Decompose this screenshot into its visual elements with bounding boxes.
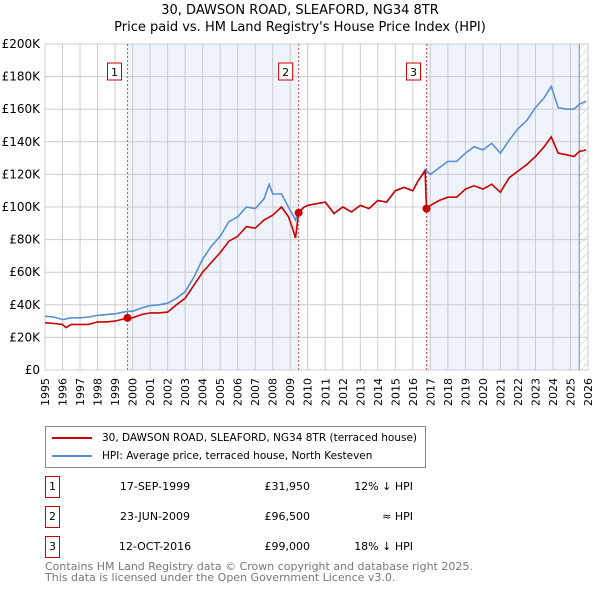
footer-copyright: Contains HM Land Registry data © Crown c… — [45, 560, 473, 573]
table-row: 3 12-OCT-2016 £99,000 18% ↓ HPI — [45, 536, 445, 558]
legend-label: 30, DAWSON ROAD, SLEAFORD, NG34 8TR (ter… — [102, 432, 418, 444]
y-tick-label: £80K — [9, 233, 41, 247]
x-tick-label: 2008 — [267, 378, 280, 406]
x-tick-label: 2014 — [372, 378, 385, 406]
sale-label: 3 — [410, 66, 417, 79]
sale-hpi-diff: 18% ↓ HPI — [354, 540, 413, 553]
x-tick-label: 2024 — [547, 378, 560, 406]
x-tick-label: 2015 — [389, 378, 402, 406]
sale-label-box — [278, 62, 294, 81]
sale-number-badge: 1 — [45, 476, 60, 498]
x-tick-label: 2025 — [564, 378, 577, 406]
x-tick-label: 1996 — [57, 378, 70, 406]
x-tick-label: 2019 — [459, 378, 472, 406]
x-tick-label: 2004 — [197, 378, 210, 406]
sale-point — [123, 313, 132, 322]
sale-date: 23-JUN-2009 — [119, 510, 191, 523]
sale-label: 1 — [111, 66, 118, 79]
y-tick-label: £60K — [9, 265, 41, 279]
legend: 30, DAWSON ROAD, SLEAFORD, NG34 8TR (ter… — [45, 426, 426, 468]
y-tick-label: £20K — [9, 330, 41, 344]
x-tick-label: 2006 — [232, 378, 245, 406]
x-tick-label: 1999 — [109, 378, 122, 406]
x-tick-label: 2009 — [284, 378, 297, 406]
legend-swatch-blue — [52, 455, 92, 457]
sale-number-badge: 2 — [45, 506, 60, 528]
x-tick-label: 2002 — [162, 378, 175, 406]
sale-number-badge: 3 — [45, 536, 60, 558]
sale-hpi-diff: ≈ HPI — [382, 510, 413, 523]
x-tick-label: 2016 — [407, 378, 420, 406]
sale-price: £31,950 — [264, 480, 311, 493]
chart-subtitle: Price paid vs. HM Land Registry's House … — [114, 20, 486, 35]
legend-item-property: 30, DAWSON ROAD, SLEAFORD, NG34 8TR (ter… — [52, 430, 417, 446]
y-tick-label: £200K — [2, 37, 42, 51]
sale-date: 17-SEP-1999 — [119, 480, 191, 493]
x-tick-label: 2022 — [512, 378, 525, 406]
sale-label-box — [406, 62, 422, 81]
y-tick-label: £120K — [2, 167, 42, 181]
x-tick-label: 1995 — [39, 378, 52, 406]
sale-label-box — [107, 62, 123, 81]
x-tick-label: 2003 — [179, 378, 192, 406]
x-tick-label: 2010 — [302, 378, 315, 406]
x-tick-label: 2017 — [424, 378, 437, 406]
sale-label: 2 — [282, 66, 289, 79]
property-price-line — [44, 135, 587, 329]
x-tick-label: 2012 — [337, 378, 350, 406]
legend-label: HPI: Average price, terraced house, Nort… — [102, 450, 373, 462]
sale-price: £99,000 — [264, 540, 311, 553]
x-tick-label: 1997 — [74, 378, 87, 406]
sale-date: 12-OCT-2016 — [118, 540, 192, 553]
x-tick-label: 2013 — [354, 378, 367, 406]
sale-point — [294, 208, 303, 217]
x-tick-label: 2021 — [494, 378, 507, 406]
chart-title: 30, DAWSON ROAD, SLEAFORD, NG34 8TR — [161, 3, 439, 18]
legend-swatch-red — [52, 437, 92, 439]
sale-hpi-diff: 12% ↓ HPI — [354, 480, 413, 493]
y-tick-label: £100K — [2, 200, 42, 214]
table-row: 2 23-JUN-2009 £96,500 ≈ HPI — [45, 506, 445, 528]
price-chart: 1995 1996 1997 1998 1999 2000 2001 2002 2003 2004… — [2, 37, 595, 406]
y-tick-label: £160K — [2, 102, 42, 116]
legend-item-hpi: HPI: Average price, terraced house, Nort… — [52, 448, 372, 464]
x-tick-label: 2007 — [249, 378, 262, 406]
footer-licence: This data is licensed under the Open Gov… — [45, 571, 396, 584]
x-tick-label: 2023 — [529, 378, 542, 406]
y-tick-label: £0 — [25, 363, 40, 377]
x-tick-label: 2018 — [442, 378, 455, 406]
sale-price: £96,500 — [264, 510, 311, 523]
sale-point — [422, 204, 431, 213]
y-tick-label: £140K — [2, 135, 42, 149]
table-row: 1 17-SEP-1999 £31,950 12% ↓ HPI — [45, 476, 445, 498]
x-tick-label: 2005 — [214, 378, 227, 406]
x-tick-label: 2000 — [127, 378, 140, 406]
x-tick-label: 2026 — [582, 378, 595, 406]
x-tick-label: 1998 — [92, 378, 105, 406]
x-tick-label: 2020 — [477, 378, 490, 406]
x-tick-label: 2011 — [319, 378, 332, 406]
y-tick-label: £180K — [2, 70, 42, 84]
x-tick-label: 2001 — [144, 378, 157, 406]
y-tick-label: £40K — [9, 298, 41, 312]
